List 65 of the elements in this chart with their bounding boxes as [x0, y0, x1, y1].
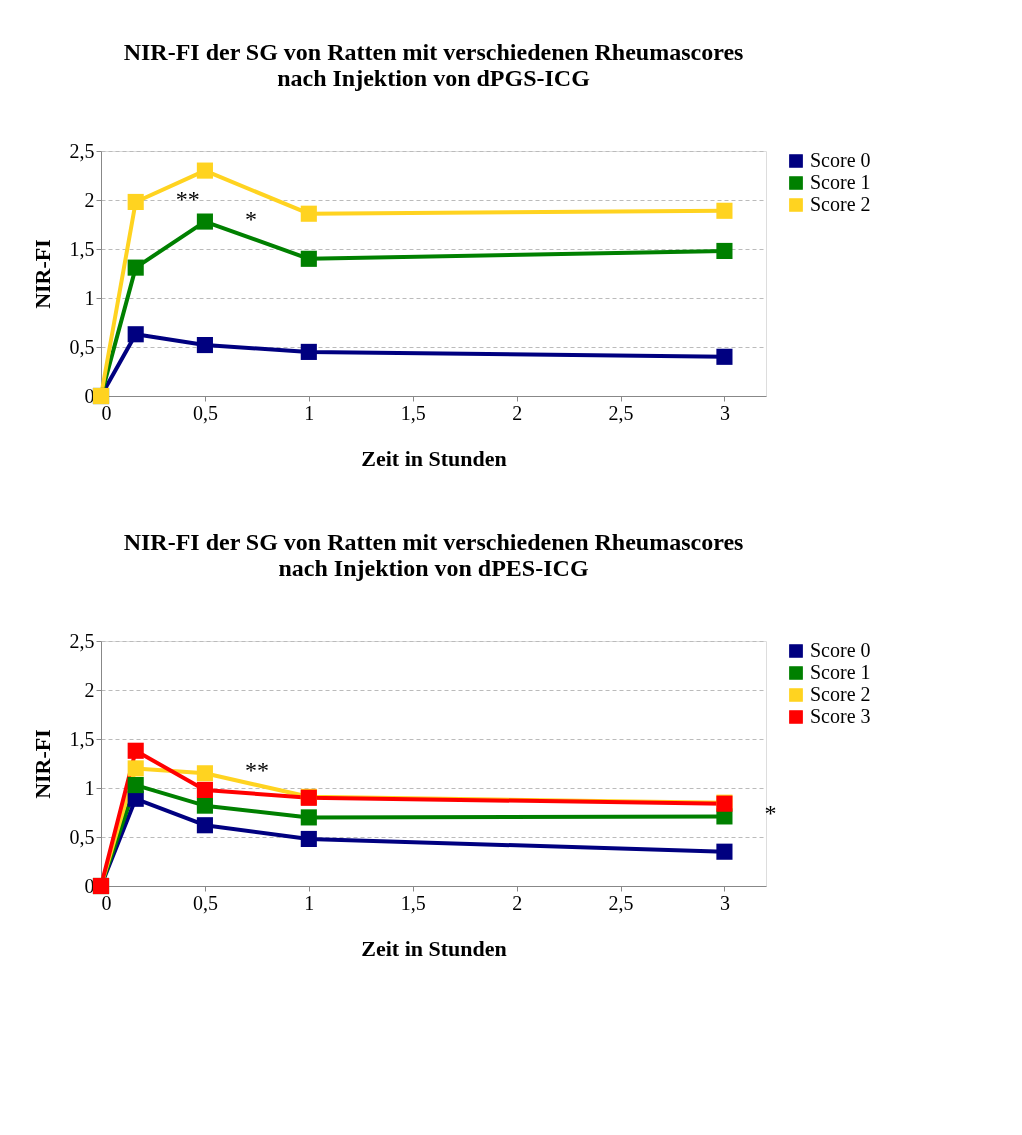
x-tick-label: 2,5 [608, 401, 634, 424]
point [196, 797, 213, 814]
point [127, 742, 144, 759]
y-tick-label: 2 [84, 678, 95, 701]
legend-label: Score 1 [810, 171, 871, 193]
x-tick-label: 1 [304, 891, 315, 914]
legend-label: Score 1 [810, 661, 871, 683]
annotation: * [244, 205, 257, 232]
legend-label: Score 2 [810, 683, 871, 705]
annotation: * [764, 800, 777, 827]
point [196, 213, 213, 230]
legend-label: Score 3 [810, 705, 871, 727]
point [300, 343, 317, 360]
point [300, 250, 317, 267]
legend-label: Score 2 [810, 193, 871, 215]
point [127, 760, 144, 777]
y-tick-label: 2,5 [69, 629, 95, 652]
point [196, 781, 213, 799]
point [300, 809, 317, 826]
point [127, 777, 144, 794]
x-tick-label: 0 [101, 891, 112, 914]
x-tick-label: 0,5 [192, 891, 218, 914]
annotation: ** [244, 757, 269, 784]
point [716, 348, 733, 365]
text: NIR-FI der SG von Ratten mit verschiedenen Rheumascores [123, 529, 744, 555]
x-tick-label: 0 [101, 401, 112, 424]
y-axis-title: NIR-FI [29, 729, 55, 799]
y-tick-label: 1 [84, 286, 95, 309]
point [300, 830, 317, 848]
y-tick-label: 1 [84, 776, 95, 799]
point [716, 242, 733, 260]
point [127, 259, 144, 276]
point [196, 765, 213, 782]
y-tick-label: 1,5 [69, 237, 95, 260]
legend-label: Score 0 [810, 149, 871, 171]
x-tick-label: 2 [512, 401, 523, 424]
y-tick-label: 2 [84, 188, 95, 211]
point [127, 326, 144, 343]
y-tick-label: 0,5 [69, 335, 95, 358]
y-tick-label: 0,5 [69, 825, 95, 848]
y-axis-title: NIR-FI [29, 239, 55, 309]
point [196, 162, 213, 179]
point [716, 843, 733, 860]
x-tick-label: 2 [512, 891, 523, 914]
x-tick-label: 1,5 [400, 891, 426, 914]
annotation: ** [175, 185, 200, 212]
x-tick-label: 0,5 [192, 401, 218, 424]
x-tick-label: 3 [719, 891, 730, 914]
point [196, 336, 213, 354]
x-tick-label: 1,5 [400, 401, 426, 424]
y-tick-label: 2,5 [69, 139, 95, 162]
point [196, 817, 213, 834]
point [716, 202, 733, 219]
y-tick-label: 1,5 [69, 727, 95, 750]
x-axis-title: Zeit in Stunden [361, 445, 507, 471]
x-axis-title: Zeit in Stunden [361, 935, 507, 961]
text: nach Injektion von dPES-ICG [278, 555, 589, 581]
point [300, 205, 317, 222]
x-tick-label: 3 [719, 401, 730, 424]
x-tick-label: 2,5 [608, 891, 634, 914]
point [127, 193, 144, 211]
legend-label: Score 0 [810, 639, 871, 661]
text: NIR-FI der SG von Ratten mit verschiedenen Rheumascores [123, 39, 744, 65]
x-tick-label: 1 [304, 401, 315, 424]
text: nach Injektion von dPGS-ICG [277, 65, 590, 91]
